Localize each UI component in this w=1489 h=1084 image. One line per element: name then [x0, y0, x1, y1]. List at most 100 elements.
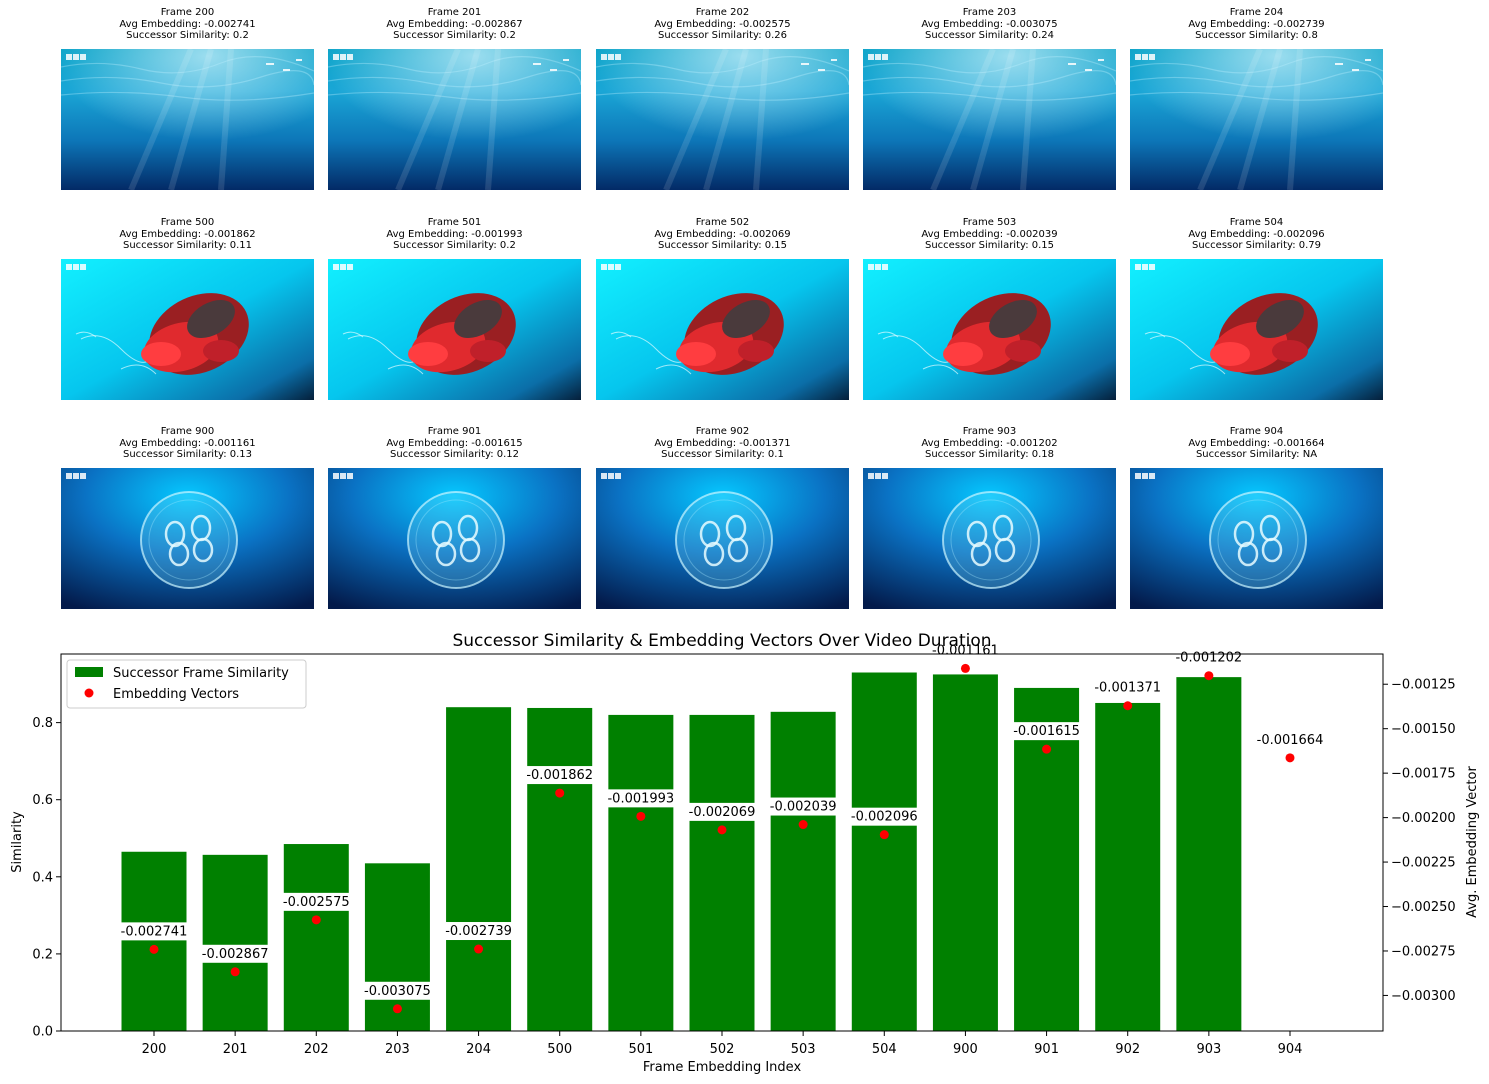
embedding-point — [1204, 671, 1214, 681]
point-label: -0.002039 — [770, 800, 837, 815]
point-label-background — [764, 797, 843, 816]
y2-tick-label: −0.00175 — [1391, 767, 1456, 782]
frame-card: Frame 504 Avg Embedding: -0.002096 Success… — [1130, 210, 1383, 400]
x-tick-label: 900 — [953, 1042, 978, 1057]
frame-caption-line: Avg Embedding: -0.001615 — [386, 437, 523, 449]
point-label: -0.001862 — [526, 768, 593, 783]
y2-tick-label: −0.00300 — [1391, 989, 1456, 1004]
frame-caption: Frame 204 Avg Embedding: -0.002739 Success… — [1130, 7, 1383, 42]
y2-tick-label: −0.00150 — [1391, 722, 1456, 737]
x-tick-label: 901 — [1034, 1042, 1059, 1057]
y-tick-label: 0.2 — [32, 947, 53, 962]
bbc-logo — [1135, 473, 1155, 479]
frame-caption: Frame 203 Avg Embedding: -0.003075 Success… — [863, 7, 1116, 42]
similarity-embedding-chart: -0.002741 -0.002867 -0.002575 -0.003075 -0.0… — [10, 631, 1480, 1075]
point-label-background — [520, 766, 599, 785]
frame-card: Frame 202 Avg Embedding: -0.002575 Success… — [596, 0, 849, 190]
frame-caption-line: Successor Similarity: 0.2 — [393, 30, 516, 41]
frame-thumbnail — [596, 49, 849, 190]
frame-caption-line: Successor Similarity: 0.2 — [393, 240, 516, 251]
point-label-background — [1169, 648, 1248, 667]
frame-caption: Frame 502 Avg Embedding: -0.002069 Success… — [596, 217, 849, 252]
frame-card: Frame 204 Avg Embedding: -0.002739 Success… — [1130, 0, 1383, 190]
embedding-point — [230, 967, 240, 977]
legend-frame — [66, 659, 307, 709]
embedding-point — [474, 944, 484, 954]
frame-caption-line: Successor Similarity: 0.18 — [924, 449, 1055, 460]
embedding-point — [717, 825, 727, 835]
frame-card: Frame 502 Avg Embedding: -0.002069 Success… — [596, 210, 849, 400]
similarity-bar — [1095, 702, 1161, 1031]
frame-caption-line: Avg Embedding: -0.002739 — [1188, 18, 1325, 30]
y2-tick-label: −0.00275 — [1391, 944, 1456, 959]
frame-caption: Frame 900 Avg Embedding: -0.001161 Success… — [61, 426, 314, 461]
frame-caption-line: Frame 900 — [160, 426, 215, 437]
y2-tick-label: −0.00200 — [1391, 811, 1456, 826]
frame-caption-line: Successor Similarity: NA — [1195, 449, 1318, 460]
frame-caption-line: Successor Similarity: 0.2 — [126, 30, 249, 41]
frame-card: Frame 901 Avg Embedding: -0.001615 Success… — [328, 419, 581, 609]
legend-bar-swatch — [75, 667, 103, 677]
frame-caption: Frame 202 Avg Embedding: -0.002575 Success… — [596, 7, 849, 42]
embedding-point — [555, 788, 565, 798]
frame-caption-line: Avg Embedding: -0.001371 — [654, 437, 791, 449]
point-label: -0.002575 — [283, 895, 350, 910]
frame-caption-line: Successor Similarity: 0.13 — [122, 449, 253, 460]
point-label: -0.002867 — [202, 947, 269, 962]
y-tick-label: 0.4 — [32, 870, 53, 885]
frame-caption-line: Frame 504 — [1229, 217, 1284, 228]
x-tick-label: 502 — [710, 1042, 735, 1057]
frame-caption-line: Avg Embedding: -0.003075 — [921, 18, 1058, 30]
similarity-bar — [1176, 677, 1242, 1031]
x-tick-label: 200 — [142, 1042, 167, 1057]
similarity-bar — [527, 707, 593, 1031]
bbc-logo — [601, 54, 621, 60]
frame-caption: Frame 903 Avg Embedding: -0.001202 Success… — [863, 426, 1116, 461]
frame-caption-line: Successor Similarity: 0.1 — [661, 449, 784, 460]
frame-caption: Frame 901 Avg Embedding: -0.001615 Success… — [328, 426, 581, 461]
similarity-bar — [851, 672, 917, 1031]
frame-thumbnail — [1130, 49, 1383, 190]
point-label: -0.002069 — [689, 805, 756, 820]
point-label: -0.001371 — [1094, 681, 1161, 696]
frame-caption: Frame 500 Avg Embedding: -0.001862 Success… — [61, 217, 314, 252]
frame-thumbnail — [328, 49, 581, 190]
point-label: -0.003075 — [364, 984, 431, 999]
frame-caption-line: Frame 200 — [160, 7, 215, 18]
embedding-point — [149, 944, 159, 954]
frame-caption-line: Frame 903 — [962, 426, 1017, 437]
frame-caption-line: Frame 204 — [1229, 7, 1284, 18]
bbc-logo — [868, 54, 888, 60]
frame-caption-line: Avg Embedding: -0.002039 — [921, 228, 1058, 240]
frame-thumbnail — [596, 468, 849, 609]
point-label-background — [601, 789, 680, 808]
frame-thumbnail — [596, 259, 849, 400]
frame-thumbnail — [863, 468, 1116, 609]
x-axis-ticks: 200 201 202 203 204 500 501 502 503 504 900 901 902 9… — [142, 1031, 1302, 1057]
similarity-bar — [608, 714, 674, 1031]
frame-caption-line: Frame 201 — [427, 7, 482, 18]
point-label-background — [1007, 722, 1086, 741]
point-label-background — [439, 922, 518, 941]
legend-point-swatch — [84, 688, 94, 698]
bbc-logo — [1135, 54, 1155, 60]
frame-thumbnail — [61, 468, 314, 609]
point-label: -0.001202 — [1175, 651, 1242, 666]
x-tick-label: 201 — [223, 1042, 248, 1057]
frame-caption-line: Frame 904 — [1229, 426, 1284, 437]
embedding-point — [311, 915, 321, 925]
legend-bar-label: Successor Frame Similarity — [113, 666, 289, 681]
frame-caption: Frame 503 Avg Embedding: -0.002039 Success… — [863, 217, 1116, 252]
similarity-bar — [283, 844, 349, 1031]
y-axis-label: Similarity — [10, 811, 25, 873]
frame-caption-line: Avg Embedding: -0.002096 — [1188, 228, 1325, 240]
y2-axis-ticks: −0.00125 −0.00150 −0.00175 −0.00200 −0.00225… — [1383, 678, 1456, 1004]
x-tick-label: 903 — [1196, 1042, 1221, 1057]
legend: Successor Frame Similarity Embedding Vec… — [66, 659, 307, 709]
frame-card: Frame 201 Avg Embedding: -0.002867 Success… — [328, 0, 581, 190]
frame-caption-line: Frame 902 — [695, 426, 750, 437]
point-label-background — [1088, 678, 1167, 697]
frame-caption-line: Avg Embedding: -0.002575 — [654, 18, 791, 30]
frame-thumbnail — [1130, 259, 1383, 400]
point-label: -0.001664 — [1257, 733, 1324, 748]
